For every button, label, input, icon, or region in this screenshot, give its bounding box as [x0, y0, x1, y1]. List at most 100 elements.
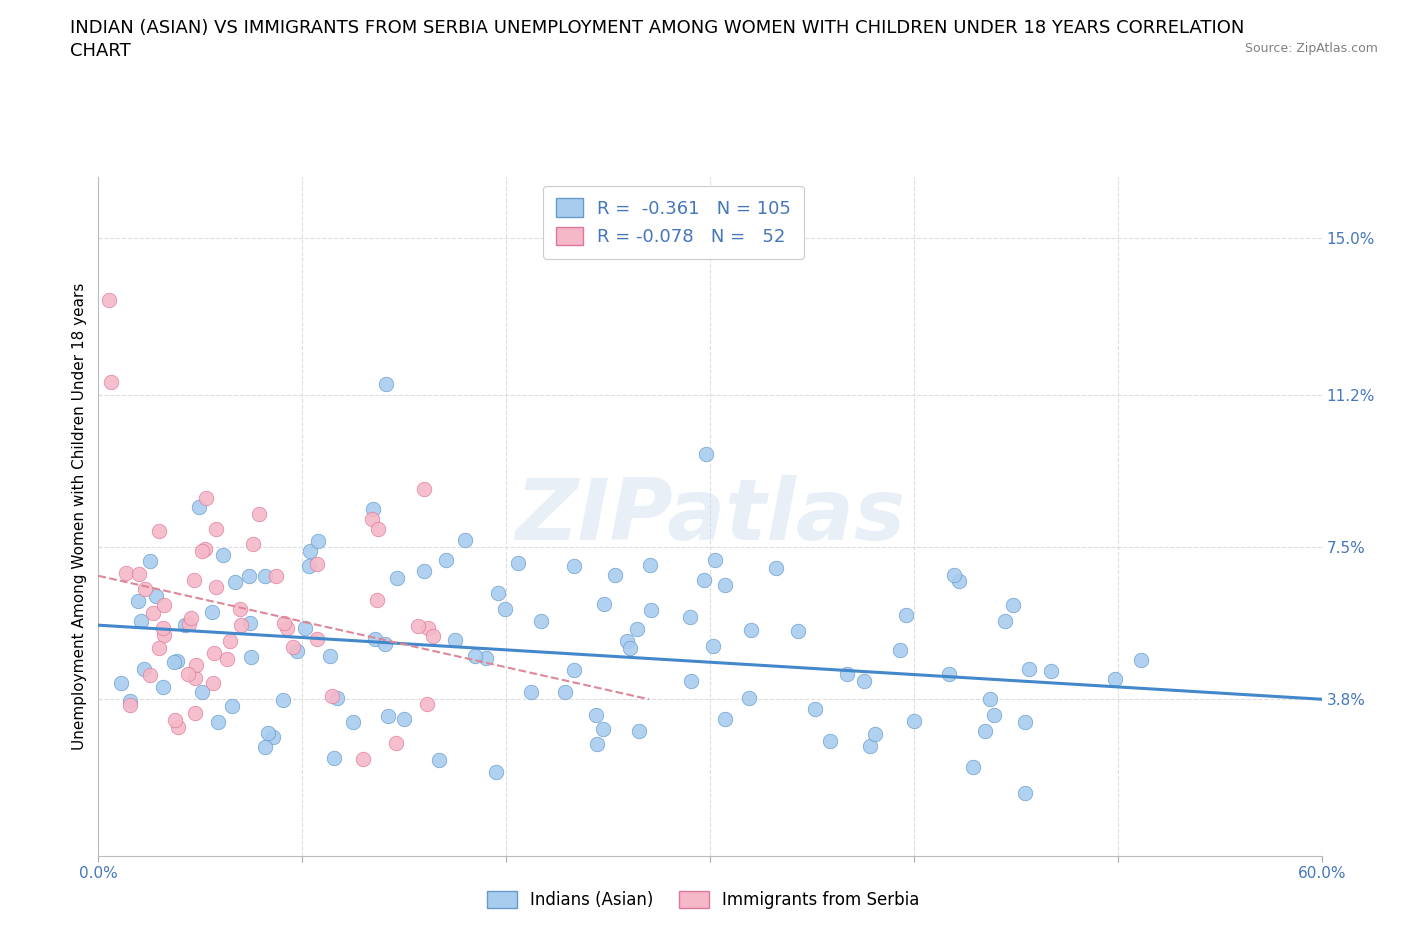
Point [562, 558, 585, 573]
Point [180, 611, 202, 626]
Point [361, 502, 384, 517]
Point [177, 617, 200, 631]
Point [201, 604, 224, 619]
Point [153, 597, 176, 612]
Point [374, 377, 396, 392]
Point [385, 571, 408, 586]
Point [238, 568, 260, 583]
Point [962, 760, 984, 775]
Point [202, 645, 225, 660]
Point [416, 621, 439, 636]
Point [97, 293, 120, 308]
Point [619, 641, 641, 656]
Point [787, 624, 810, 639]
Point [585, 708, 607, 723]
Point [153, 628, 176, 643]
Point [837, 667, 859, 682]
Point [281, 640, 304, 655]
Point [152, 680, 174, 695]
Point [163, 654, 186, 669]
Point [323, 751, 346, 765]
Point [166, 719, 188, 734]
Point [948, 573, 970, 588]
Point [224, 575, 246, 590]
Point [695, 447, 717, 462]
Point [148, 641, 170, 656]
Point [273, 616, 295, 631]
Point [638, 557, 661, 572]
Point [603, 567, 626, 582]
Point [183, 573, 205, 588]
Point [131, 614, 153, 629]
Point [254, 740, 277, 755]
Point [152, 621, 174, 636]
Point [361, 512, 384, 526]
Point [367, 522, 389, 537]
Point [562, 663, 585, 678]
Point [194, 541, 217, 556]
Point [681, 674, 703, 689]
Point [593, 597, 616, 612]
Point [266, 568, 288, 583]
Point [427, 752, 450, 767]
Point [285, 644, 308, 658]
Point [818, 734, 841, 749]
Point [422, 628, 444, 643]
Point [464, 648, 486, 663]
Point [257, 725, 280, 740]
Point [342, 714, 364, 729]
Point [1001, 598, 1024, 613]
Text: Source: ZipAtlas.com: Source: ZipAtlas.com [1244, 42, 1378, 55]
Point [201, 676, 224, 691]
Point [298, 558, 321, 573]
Point [276, 620, 298, 635]
Point [1014, 785, 1036, 800]
Point [765, 561, 787, 576]
Point [142, 605, 165, 620]
Point [374, 636, 396, 651]
Point [384, 736, 406, 751]
Point [110, 676, 132, 691]
Text: ZIPatlas: ZIPatlas [515, 474, 905, 558]
Point [974, 724, 997, 738]
Point [412, 481, 434, 496]
Point [702, 638, 724, 653]
Point [454, 533, 477, 548]
Point [177, 667, 200, 682]
Legend: Indians (Asian), Immigrants from Serbia: Indians (Asian), Immigrants from Serbia [478, 883, 928, 917]
Point [406, 618, 429, 633]
Point [640, 603, 662, 618]
Point [1104, 671, 1126, 686]
Point [205, 522, 228, 537]
Point [554, 684, 576, 699]
Point [134, 581, 156, 596]
Point [903, 713, 925, 728]
Point [859, 738, 882, 753]
Y-axis label: Unemployment Among Women with Children Under 18 years: Unemployment Among Women with Children U… [72, 283, 87, 750]
Point [979, 692, 1001, 707]
Point [132, 661, 155, 676]
Point [894, 607, 917, 622]
Point [231, 618, 253, 632]
Point [247, 507, 270, 522]
Point [863, 727, 886, 742]
Point [307, 632, 329, 647]
Point [174, 618, 197, 632]
Point [307, 533, 329, 548]
Point [139, 553, 162, 568]
Point [115, 565, 138, 580]
Point [166, 653, 188, 668]
Point [184, 671, 207, 685]
Point [212, 548, 235, 563]
Point [889, 643, 911, 658]
Point [127, 593, 149, 608]
Point [128, 567, 150, 582]
Text: INDIAN (ASIAN) VS IMMIGRANTS FROM SERBIA UNEMPLOYMENT AMONG WOMEN WITH CHILDREN : INDIAN (ASIAN) VS IMMIGRANTS FROM SERBIA… [70, 19, 1244, 36]
Point [262, 730, 284, 745]
Point [218, 634, 240, 649]
Point [321, 689, 343, 704]
Point [221, 698, 243, 713]
Point [704, 553, 727, 568]
Point [520, 685, 543, 700]
Point [100, 375, 122, 390]
